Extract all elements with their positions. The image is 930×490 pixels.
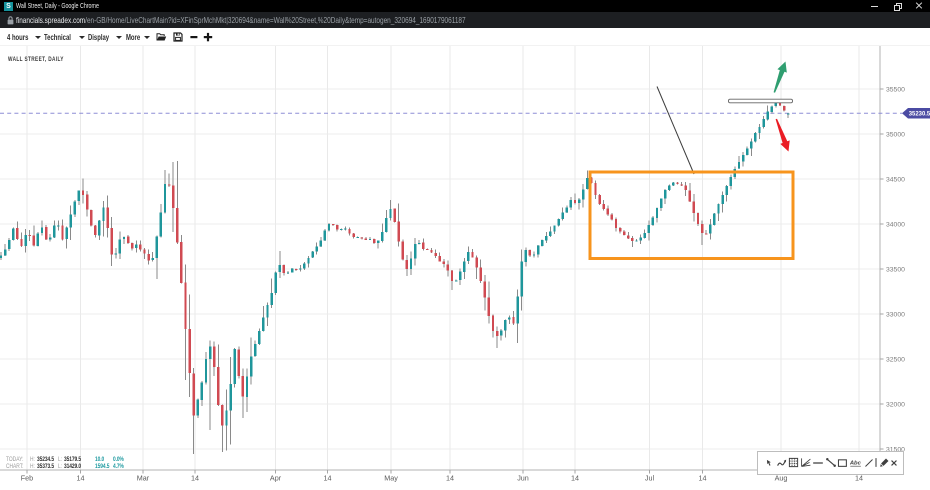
annotation-resistance-bar[interactable] <box>728 98 793 104</box>
svg-text:14: 14 <box>699 474 707 483</box>
more-menu-label: More <box>125 32 140 42</box>
timeframe-menu[interactable]: 4 hours <box>7 28 42 46</box>
today-low: 35179.5 <box>64 455 82 463</box>
chart-change-pct: 4.7% <box>113 463 124 471</box>
annotation-up-arrow[interactable] <box>773 61 787 93</box>
annotation-orange-box[interactable] <box>588 170 795 260</box>
display-menu[interactable]: Display <box>88 28 122 46</box>
technical-menu[interactable]: Technical <box>44 28 86 46</box>
vertical-line-tool-icon[interactable] <box>874 457 878 468</box>
axis-labels: 35500 35000 34500 34000 33500 33000 32500 32000… <box>21 86 905 482</box>
horizontal-line-tool-icon[interactable] <box>812 459 824 467</box>
svg-text:Mar: Mar <box>137 474 150 483</box>
open-folder-icon[interactable] <box>156 32 167 42</box>
current-price-tag: 35230.5 <box>902 107 930 119</box>
lock-icon <box>7 16 13 25</box>
text-tool-icon[interactable]: Abc <box>849 458 863 468</box>
instrument-label: WALL STREET, DAILY <box>8 56 64 63</box>
svg-text:32500: 32500 <box>886 356 905 363</box>
svg-text:Aug: Aug <box>775 474 788 483</box>
drawing-tools-panel: Abc <box>757 450 904 475</box>
diagonal-line-tool-icon[interactable] <box>864 458 874 468</box>
today-label: TODAY: <box>6 455 24 463</box>
chart-change: 1594.5 <box>94 463 110 471</box>
chart-toolbar: 4 hours Technical Display More <box>0 28 930 46</box>
chart-area[interactable]: 35500 35000 34500 34000 33500 33000 32500 32000… <box>0 46 930 490</box>
close-tools-icon[interactable] <box>890 459 898 467</box>
high-label: H: <box>30 463 35 471</box>
url-path: /en-GB/Home/LiveChartMain?id=XFinSprMchM… <box>85 15 466 25</box>
svg-text:14: 14 <box>446 474 454 483</box>
svg-text:34000: 34000 <box>886 221 905 228</box>
chevron-down-icon <box>79 36 86 39</box>
window-title-bar: S Wall Street, Daily - Google Chrome <box>0 0 930 12</box>
zoom-out-icon[interactable] <box>189 32 198 42</box>
annotation-trend-line[interactable] <box>656 86 695 175</box>
candlestick-chart[interactable]: 35500 35000 34500 34000 33500 33000 32500 32000… <box>0 46 930 490</box>
svg-text:35230.5: 35230.5 <box>909 111 930 118</box>
chevron-down-icon <box>35 36 42 39</box>
svg-text:Apr: Apr <box>270 474 282 483</box>
chart-high: 35373.5 <box>36 463 54 471</box>
save-icon[interactable] <box>173 32 183 42</box>
svg-text:Jul: Jul <box>645 474 655 483</box>
svg-text:35500: 35500 <box>886 86 905 93</box>
svg-text:35000: 35000 <box>886 131 905 138</box>
svg-text:Abc: Abc <box>850 460 862 466</box>
svg-text:31500: 31500 <box>886 446 905 453</box>
more-menu[interactable]: More <box>125 28 151 46</box>
url-host: financials.spreadex.com <box>16 15 86 25</box>
zoom-in-icon[interactable] <box>203 32 213 42</box>
svg-text:14: 14 <box>77 474 85 483</box>
technical-menu-label: Technical <box>44 32 71 42</box>
low-label: L: <box>58 463 63 471</box>
low-label: L: <box>58 455 63 463</box>
chevron-down-icon <box>144 36 151 39</box>
trend-line-tool-icon[interactable] <box>825 457 837 468</box>
candle-wicks <box>0 100 789 454</box>
svg-text:14: 14 <box>324 474 332 483</box>
grid-tool-icon[interactable] <box>788 457 799 468</box>
timeframe-menu-label: 4 hours <box>7 32 29 42</box>
marker-tool-icon[interactable] <box>879 457 890 468</box>
candle-bodies <box>0 102 790 426</box>
svg-text:33500: 33500 <box>886 266 905 273</box>
svg-text:14: 14 <box>571 474 579 483</box>
svg-text:Jun: Jun <box>517 474 529 483</box>
minimize-button[interactable] <box>863 0 886 12</box>
chart-label: CHART: <box>6 463 24 471</box>
svg-text:14: 14 <box>855 474 863 483</box>
fan-lines-tool-icon[interactable] <box>800 457 812 468</box>
svg-text:Feb: Feb <box>21 474 33 483</box>
svg-text:33000: 33000 <box>886 311 905 318</box>
high-label: H: <box>30 455 35 463</box>
svg-text:May: May <box>384 474 398 483</box>
svg-text:32000: 32000 <box>886 401 905 408</box>
address-bar[interactable]: financials.spreadex.com/en-GB/Home/LiveC… <box>0 12 930 28</box>
maximize-button[interactable] <box>885 0 908 12</box>
freehand-tool-icon[interactable] <box>776 458 788 468</box>
pointer-tool-icon[interactable] <box>765 458 775 468</box>
svg-text:34500: 34500 <box>886 176 905 183</box>
svg-text:14: 14 <box>191 474 199 483</box>
display-menu-label: Display <box>88 32 110 42</box>
url-text[interactable]: financials.spreadex.com/en-GB/Home/LiveC… <box>16 12 466 28</box>
today-change-pct: 0.0% <box>113 455 124 463</box>
rectangle-tool-icon[interactable] <box>837 458 848 468</box>
today-change: 10.0 <box>94 455 104 463</box>
chart-low: 31429.0 <box>64 463 82 471</box>
site-favicon: S <box>4 1 13 11</box>
today-high: 35234.5 <box>36 455 54 463</box>
window-title: Wall Street, Daily - Google Chrome <box>16 1 99 10</box>
close-button[interactable] <box>908 0 930 12</box>
annotation-down-arrow[interactable] <box>775 118 790 152</box>
chevron-down-icon <box>115 36 122 39</box>
